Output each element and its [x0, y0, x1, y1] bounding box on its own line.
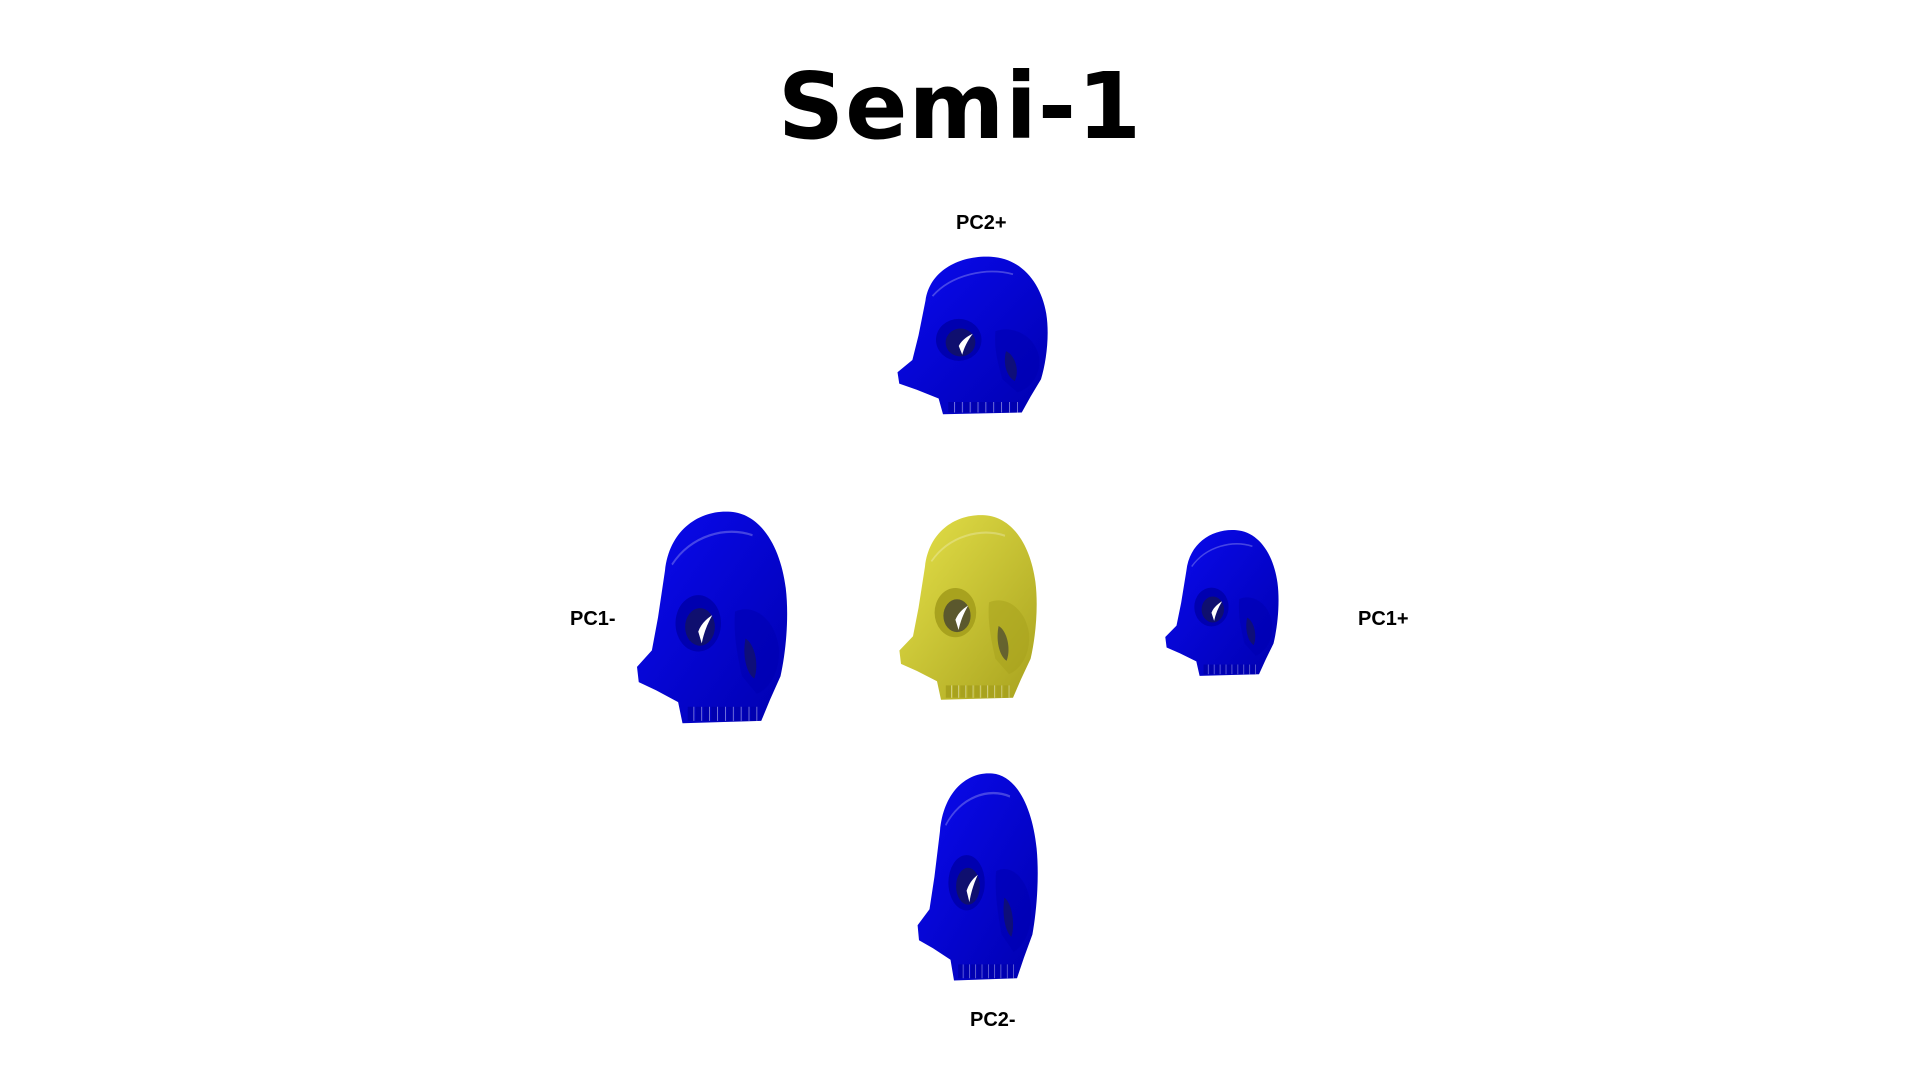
skull-pc2-plus: [897, 256, 1048, 415]
label-pc2-plus: PC2+: [956, 212, 1007, 234]
skull-pc1-minus: [637, 511, 788, 724]
skull-mean: [899, 515, 1037, 700]
skull-pc2-minus: [917, 773, 1038, 981]
skull-pc1-plus: [1165, 529, 1279, 676]
label-pc2-minus: PC2-: [970, 1009, 1016, 1031]
label-pc1-plus: PC1+: [1358, 608, 1409, 630]
page-title: Semi-1: [777, 53, 1143, 160]
label-pc1-minus: PC1-: [570, 608, 616, 630]
